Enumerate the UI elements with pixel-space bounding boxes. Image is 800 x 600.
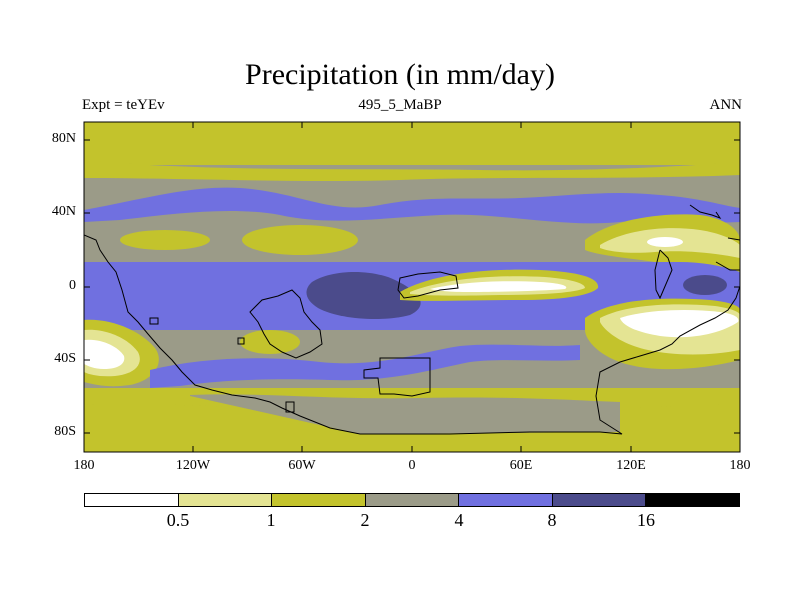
lat-label-80s: 80S — [54, 424, 76, 439]
colorbar-label-16: 16 — [637, 510, 655, 530]
east-dry-white — [647, 237, 683, 247]
colorbar-box-2 — [178, 494, 273, 506]
south-indian-dry-white — [620, 310, 739, 338]
equatorial-dry-white — [430, 281, 567, 292]
east-wet-core — [683, 275, 727, 295]
colorbar-box-5 — [459, 494, 553, 506]
antarctic-gray — [190, 394, 620, 434]
north-storm-track — [84, 187, 740, 224]
lon-label-0: 0 — [408, 458, 416, 473]
colorbar-label-1: 1 — [266, 510, 276, 530]
coast-west-continent — [84, 234, 740, 435]
colorbar-label-8: 8 — [547, 510, 557, 530]
tropical-wet-core — [306, 271, 421, 320]
lon-label-180e: 180 — [729, 458, 751, 473]
lon-label-120w: 120W — [175, 458, 211, 473]
coastlines — [84, 204, 740, 435]
south-atlantic-dry — [240, 330, 300, 354]
lon-label-180w: 180 — [73, 458, 95, 473]
coast-central-continent — [249, 289, 323, 359]
lat-label-40n: 40N — [51, 204, 76, 219]
colorbar-box-4 — [365, 494, 460, 506]
colorbar-box-6 — [552, 494, 647, 506]
lat-label-80n: 80N — [51, 131, 76, 146]
lon-label-120e: 120E — [616, 458, 646, 473]
colorbar-box-1 — [85, 494, 179, 506]
colorbar — [84, 493, 740, 507]
colorbar-label-0-5: 0.5 — [166, 510, 190, 530]
lat-label-40s: 40S — [54, 351, 76, 366]
season-label: ANN — [709, 97, 743, 113]
colorbar-label-4: 4 — [454, 510, 464, 530]
axis-ticks — [84, 122, 740, 452]
colorbar-box-3 — [272, 494, 366, 506]
south-storm-track — [150, 344, 580, 388]
coast-east-islands — [715, 237, 740, 271]
precipitation-field — [84, 122, 740, 452]
experiment-label: Expt = teYEv — [82, 97, 165, 113]
atlantic-dry-blob — [242, 225, 358, 255]
coast-southern-block — [363, 357, 431, 397]
band-north-polar — [84, 122, 740, 167]
lon-label-60w: 60W — [288, 458, 316, 473]
coast-central-island — [397, 271, 459, 299]
colorbar-label-2: 2 — [360, 510, 370, 530]
coast-small-features — [149, 317, 295, 413]
colorbar-box-7 — [646, 494, 740, 506]
map-title: Precipitation (in mm/day) — [245, 58, 555, 91]
arctic-yellow-lobe — [84, 160, 740, 181]
period-label: 495_5_MaBP — [358, 97, 442, 113]
lat-label-0: 0 — [69, 278, 76, 293]
south-pacific-dry-white — [84, 339, 125, 369]
lon-label-60e: 60E — [509, 458, 533, 473]
coast-north-east — [654, 204, 722, 300]
pacific-dry-blob — [120, 230, 210, 250]
